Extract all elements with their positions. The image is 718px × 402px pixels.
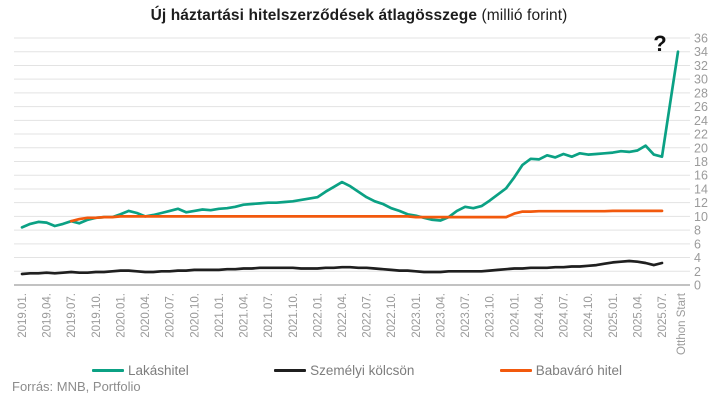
- x-tick-label: Otthon Start: [676, 292, 688, 355]
- y-tick-label: 12: [694, 196, 708, 210]
- x-tick-label: 2019.04.: [42, 293, 54, 338]
- chart-title-main: Új háztartási hitelszerződések átlagössz…: [150, 7, 478, 24]
- x-tick-label: 2021.04.: [239, 293, 251, 338]
- x-tick-label: 2024.07.: [559, 293, 571, 338]
- y-tick-label: 8: [694, 224, 701, 238]
- lakashitel-line: [20, 50, 680, 229]
- y-tick-label: 4: [694, 251, 701, 265]
- x-tick-label: 2023.04.: [435, 293, 447, 338]
- x-tick-label: 2023.01.: [411, 293, 423, 338]
- x-tick-label: 2024.01.: [509, 293, 521, 338]
- babavaro-hitel-line-swatch: [499, 369, 532, 372]
- x-tick-label: 2019.10.: [91, 293, 103, 338]
- x-tick-label: 2024.10.: [583, 293, 595, 338]
- legend-label-babavaro-hitel: Babaváró hitel: [535, 363, 622, 378]
- y-tick-label: 30: [694, 73, 708, 87]
- x-tick-label: 2023.10.: [485, 293, 497, 338]
- y-gridlines: [14, 37, 690, 286]
- chart-title-unit: (millió forint): [477, 7, 568, 24]
- y-tick-label: 0: [694, 279, 701, 293]
- chart-title: Új háztartási hitelszerződések átlagössz…: [0, 7, 718, 25]
- y-tick-label: 10: [694, 210, 708, 224]
- y-tick-label: 28: [694, 86, 708, 100]
- x-tick-label: 2020.10.: [189, 293, 201, 338]
- x-tick-label: 2022.07.: [362, 293, 374, 338]
- legend-item-babavaro-hitel: Babaváró hitel: [499, 363, 622, 378]
- legend-label-lakashitel: Lakáshitel: [128, 363, 189, 378]
- x-tick-label: 2023.07.: [460, 293, 472, 338]
- chart-legend: Lakáshitel Személyi kölcsön Babaváró hit…: [92, 363, 622, 378]
- y-tick-label: 18: [694, 155, 708, 169]
- y-tick-label: 26: [694, 100, 708, 114]
- x-tick-label: 2020.04.: [140, 293, 152, 338]
- x-tick-label: 2020.01.: [115, 293, 127, 338]
- x-tick-label: 2019.07.: [66, 293, 78, 338]
- y-tick-label: 6: [694, 237, 701, 251]
- legend-item-lakashitel: Lakáshitel: [92, 363, 189, 378]
- babavaro-hitel-line: [69, 209, 664, 223]
- x-tick-label: 2024.04.: [534, 293, 546, 338]
- y-tick-label: 16: [694, 169, 708, 183]
- x-tick-label: 2025.04.: [632, 293, 644, 338]
- y-tick-label: 34: [694, 45, 708, 59]
- y-tick-label: 32: [694, 59, 708, 73]
- x-tick-label: 2021.10.: [288, 293, 300, 338]
- y-tick-label: 14: [694, 182, 708, 196]
- y-tick-label: 36: [694, 32, 708, 46]
- legend-item-szemelyi-kolcson: Személyi kölcsön: [274, 363, 414, 378]
- szemelyi-kolcson-line: [20, 259, 664, 276]
- x-tick-label: 2022.04.: [337, 293, 349, 338]
- x-tick-label: 2021.07.: [263, 293, 275, 338]
- x-tick-label: 2022.10.: [386, 293, 398, 338]
- x-tick-label: 2019.01.: [17, 293, 29, 338]
- question-mark-annotation: ?: [653, 31, 667, 56]
- source-note: Forrás: MNB, Portfolio: [12, 379, 141, 394]
- legend-label-szemelyi-kolcson: Személyi kölcsön: [310, 363, 415, 378]
- x-tick-label: 2025.07.: [657, 293, 669, 338]
- y-tick-label: 2: [694, 265, 701, 279]
- x-tick-label: 2021.01.: [214, 293, 226, 338]
- x-tick-label: 2025.01.: [608, 293, 620, 338]
- y-tick-label: 24: [694, 114, 708, 128]
- x-axis-labels: 2019.01. 2019.04. 2019.07. 2019.10. 2020.01.…: [17, 292, 688, 355]
- x-tick-label: 2022.01.: [312, 293, 324, 338]
- x-tick-label: 2020.07.: [165, 293, 177, 338]
- y-tick-label: 22: [694, 128, 708, 142]
- szemelyi-kolcson-line-swatch: [274, 369, 307, 372]
- y-tick-label: 20: [694, 141, 708, 155]
- lakashitel-line-swatch: [92, 369, 124, 372]
